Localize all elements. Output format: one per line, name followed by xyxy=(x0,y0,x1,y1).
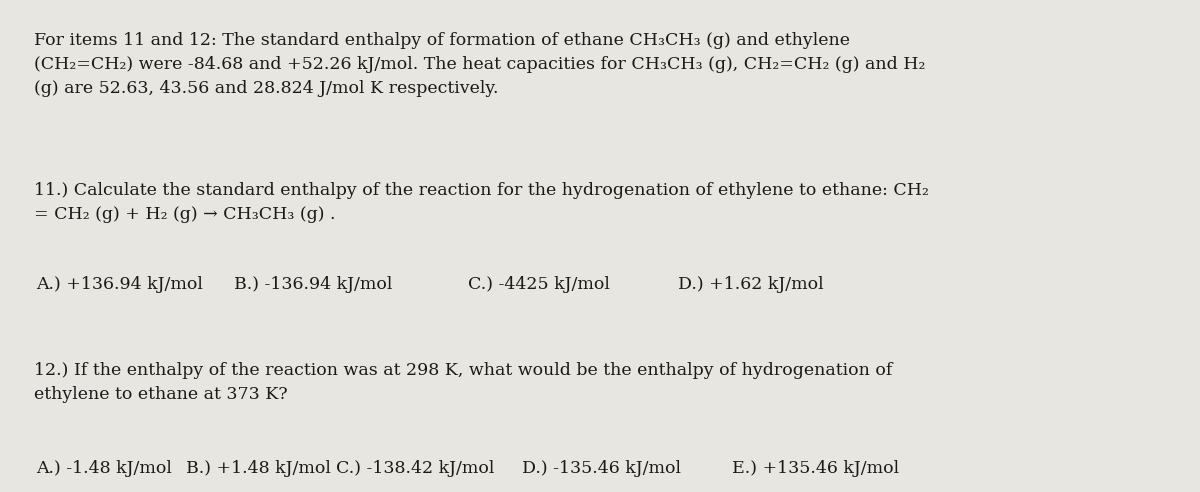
Text: B.) +1.48 kJ/mol: B.) +1.48 kJ/mol xyxy=(186,460,331,477)
Text: E.) +135.46 kJ/mol: E.) +135.46 kJ/mol xyxy=(732,460,899,477)
Text: C.) -138.42 kJ/mol: C.) -138.42 kJ/mol xyxy=(336,460,494,477)
Text: D.) -135.46 kJ/mol: D.) -135.46 kJ/mol xyxy=(522,460,682,477)
Text: A.) -1.48 kJ/mol: A.) -1.48 kJ/mol xyxy=(36,460,172,477)
Text: C.) -4425 kJ/mol: C.) -4425 kJ/mol xyxy=(468,276,610,293)
Text: 12.) If the enthalpy of the reaction was at 298 K, what would be the enthalpy of: 12.) If the enthalpy of the reaction was… xyxy=(34,362,892,403)
Text: B.) -136.94 kJ/mol: B.) -136.94 kJ/mol xyxy=(234,276,392,293)
Text: A.) +136.94 kJ/mol: A.) +136.94 kJ/mol xyxy=(36,276,203,293)
Text: 11.) Calculate the standard enthalpy of the reaction for the hydrogenation of et: 11.) Calculate the standard enthalpy of … xyxy=(34,182,929,223)
Text: For items 11 and 12: The standard enthalpy of formation of ethane CH₃CH₃ (g) and: For items 11 and 12: The standard enthal… xyxy=(34,32,925,97)
Text: D.) +1.62 kJ/mol: D.) +1.62 kJ/mol xyxy=(678,276,823,293)
